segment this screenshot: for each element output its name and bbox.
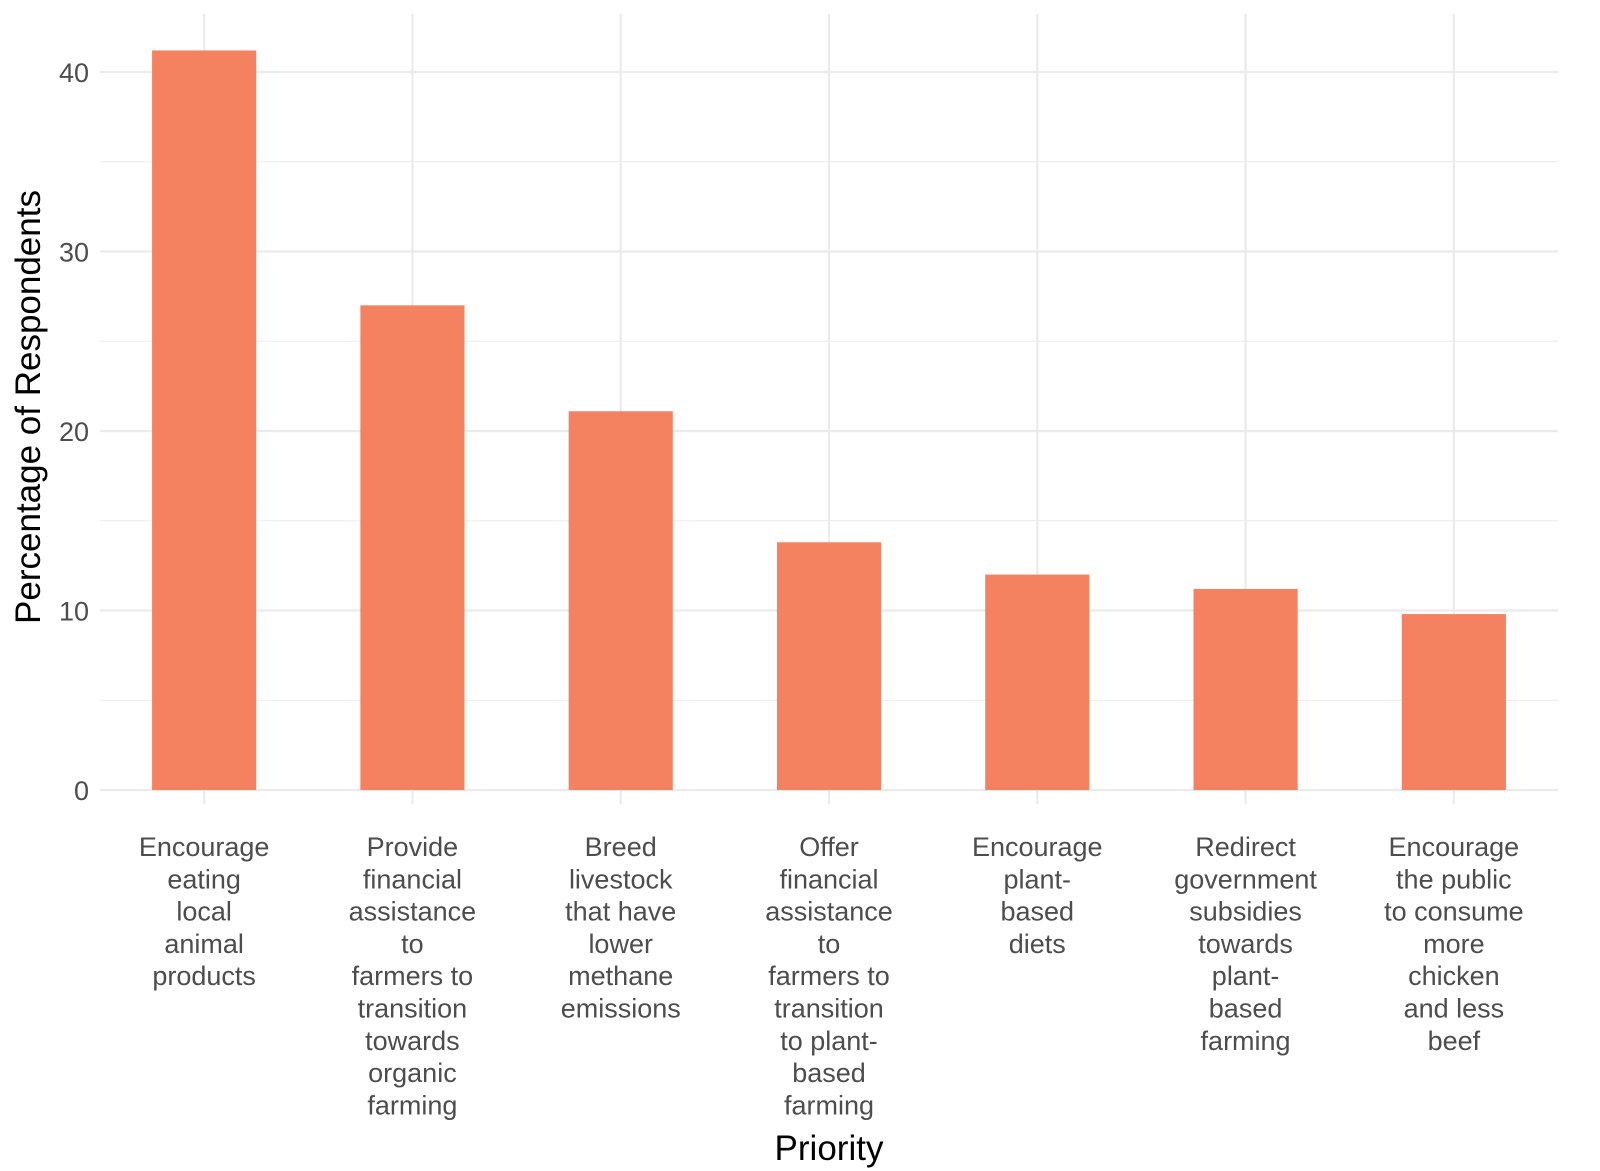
bar <box>1401 614 1506 790</box>
y-axis-title: Percentage of Respondents <box>9 190 48 624</box>
bar <box>152 50 257 790</box>
x-tick-label-line: products <box>152 961 256 991</box>
y-tick-label: 0 <box>74 776 89 806</box>
x-tick-label-line: Breed <box>585 832 657 862</box>
x-tick-label-line: based <box>1209 994 1283 1024</box>
x-tick-label-line: to consume <box>1384 897 1524 927</box>
x-tick-label-line: to <box>401 929 424 959</box>
bar <box>360 305 465 790</box>
x-tick-label-line: plant- <box>1004 864 1072 894</box>
x-tick-label-line: farmers to <box>352 961 474 991</box>
x-tick-label-line: financial <box>779 864 878 894</box>
x-tick-label-line: eating <box>167 864 241 894</box>
x-tick-label-line: chicken <box>1408 961 1500 991</box>
x-tick-label-line: plant- <box>1212 961 1280 991</box>
x-tick-label-line: and less <box>1404 994 1505 1024</box>
x-tick-label-line: towards <box>365 1026 460 1056</box>
x-tick-label-line: Redirect <box>1195 832 1296 862</box>
x-tick-label: Provide financial assistance to farmers to tr… <box>349 832 477 1120</box>
x-tick-label-line: organic <box>368 1058 457 1088</box>
x-tick-label-line: emissions <box>561 994 681 1024</box>
x-tick-label-line: to plant- <box>780 1026 878 1056</box>
x-tick-label-line: diets <box>1009 929 1066 959</box>
x-tick-label-line: transition <box>774 994 884 1024</box>
x-tick-label-line: farming <box>784 1090 874 1120</box>
y-tick-label: 40 <box>59 58 89 88</box>
y-tick-label: 20 <box>59 417 89 447</box>
x-tick-label: Breed livestock that have lower methane emiss… <box>561 832 681 1024</box>
y-tick-label: 30 <box>59 238 89 268</box>
bar <box>1193 588 1298 790</box>
x-tick-label-line: the public <box>1396 864 1512 894</box>
x-tick-label-line: livestock <box>569 864 673 894</box>
x-tick-label-line: farming <box>367 1090 457 1120</box>
x-tick-label-line: towards <box>1198 929 1293 959</box>
x-axis-tick-labels: Encourage eating local animal productsProvid… <box>139 832 1524 1120</box>
x-tick-label-line: subsidies <box>1189 897 1302 927</box>
x-tick-label-line: Offer <box>799 832 859 862</box>
x-tick-label-line: farming <box>1201 1026 1291 1056</box>
x-tick-label-line: financial <box>363 864 462 894</box>
bar <box>568 411 673 790</box>
x-tick-label-line: Encourage <box>1389 832 1520 862</box>
x-tick-label-line: Encourage <box>139 832 270 862</box>
x-axis-title: Priority <box>775 1129 884 1168</box>
x-tick-label-line: based <box>792 1058 866 1088</box>
x-tick-label-line: methane <box>568 961 673 991</box>
x-tick-label: Redirect government subsidies towards plant-… <box>1174 832 1317 1056</box>
x-tick-label-line: government <box>1174 864 1317 894</box>
y-axis-tick-labels: 0 10 20 30 40 <box>59 58 89 806</box>
x-tick-label: Offer financial assistance to farmers to tran… <box>765 832 893 1120</box>
x-tick-label-line: assistance <box>765 897 893 927</box>
x-tick-label-line: Encourage <box>972 832 1103 862</box>
y-tick-label: 10 <box>59 597 89 627</box>
x-tick-label-line: transition <box>358 994 468 1024</box>
x-tick-label-line: farmers to <box>768 961 890 991</box>
x-tick-label: Encourage eating local animal products <box>139 832 270 991</box>
x-tick-label: Encourage the public to consume more chicken… <box>1384 832 1524 1056</box>
x-tick-label-line: local <box>176 897 232 927</box>
x-tick-label-line: beef <box>1428 1026 1481 1056</box>
bar <box>985 574 1090 790</box>
x-tick-label-line: more <box>1423 929 1485 959</box>
x-tick-label: Encourage plant-based diets <box>972 832 1103 959</box>
bars <box>152 50 1506 790</box>
x-tick-label-line: Provide <box>367 832 459 862</box>
x-tick-label-line: based <box>1000 897 1074 927</box>
bar <box>776 542 882 790</box>
x-tick-label-line: animal <box>164 929 244 959</box>
x-tick-label-line: that have <box>565 897 676 927</box>
x-tick-label-line: assistance <box>349 897 477 927</box>
x-tick-label-line: to <box>818 929 841 959</box>
x-tick-label-line: lower <box>588 929 653 959</box>
